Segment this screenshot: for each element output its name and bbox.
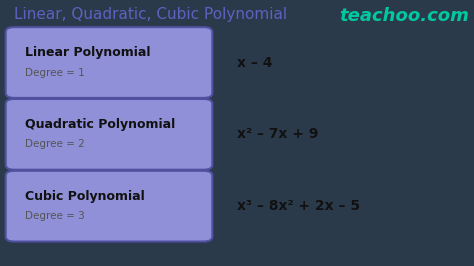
Text: x³ – 8x² + 2x – 5: x³ – 8x² + 2x – 5: [237, 199, 360, 213]
FancyBboxPatch shape: [6, 99, 212, 170]
Text: x² – 7x + 9: x² – 7x + 9: [237, 127, 319, 141]
Text: Linear Polynomial: Linear Polynomial: [25, 46, 150, 59]
Text: Linear, Quadratic, Cubic Polynomial: Linear, Quadratic, Cubic Polynomial: [14, 7, 287, 22]
Text: Quadratic Polynomial: Quadratic Polynomial: [25, 118, 175, 131]
Text: Degree = 3: Degree = 3: [25, 211, 84, 221]
Text: x – 4: x – 4: [237, 56, 273, 69]
Text: teachoo.com: teachoo.com: [339, 7, 469, 25]
FancyBboxPatch shape: [6, 171, 212, 242]
Text: Degree = 2: Degree = 2: [25, 139, 84, 149]
FancyBboxPatch shape: [6, 27, 212, 98]
Text: Cubic Polynomial: Cubic Polynomial: [25, 190, 145, 202]
Text: Degree = 1: Degree = 1: [25, 68, 84, 78]
